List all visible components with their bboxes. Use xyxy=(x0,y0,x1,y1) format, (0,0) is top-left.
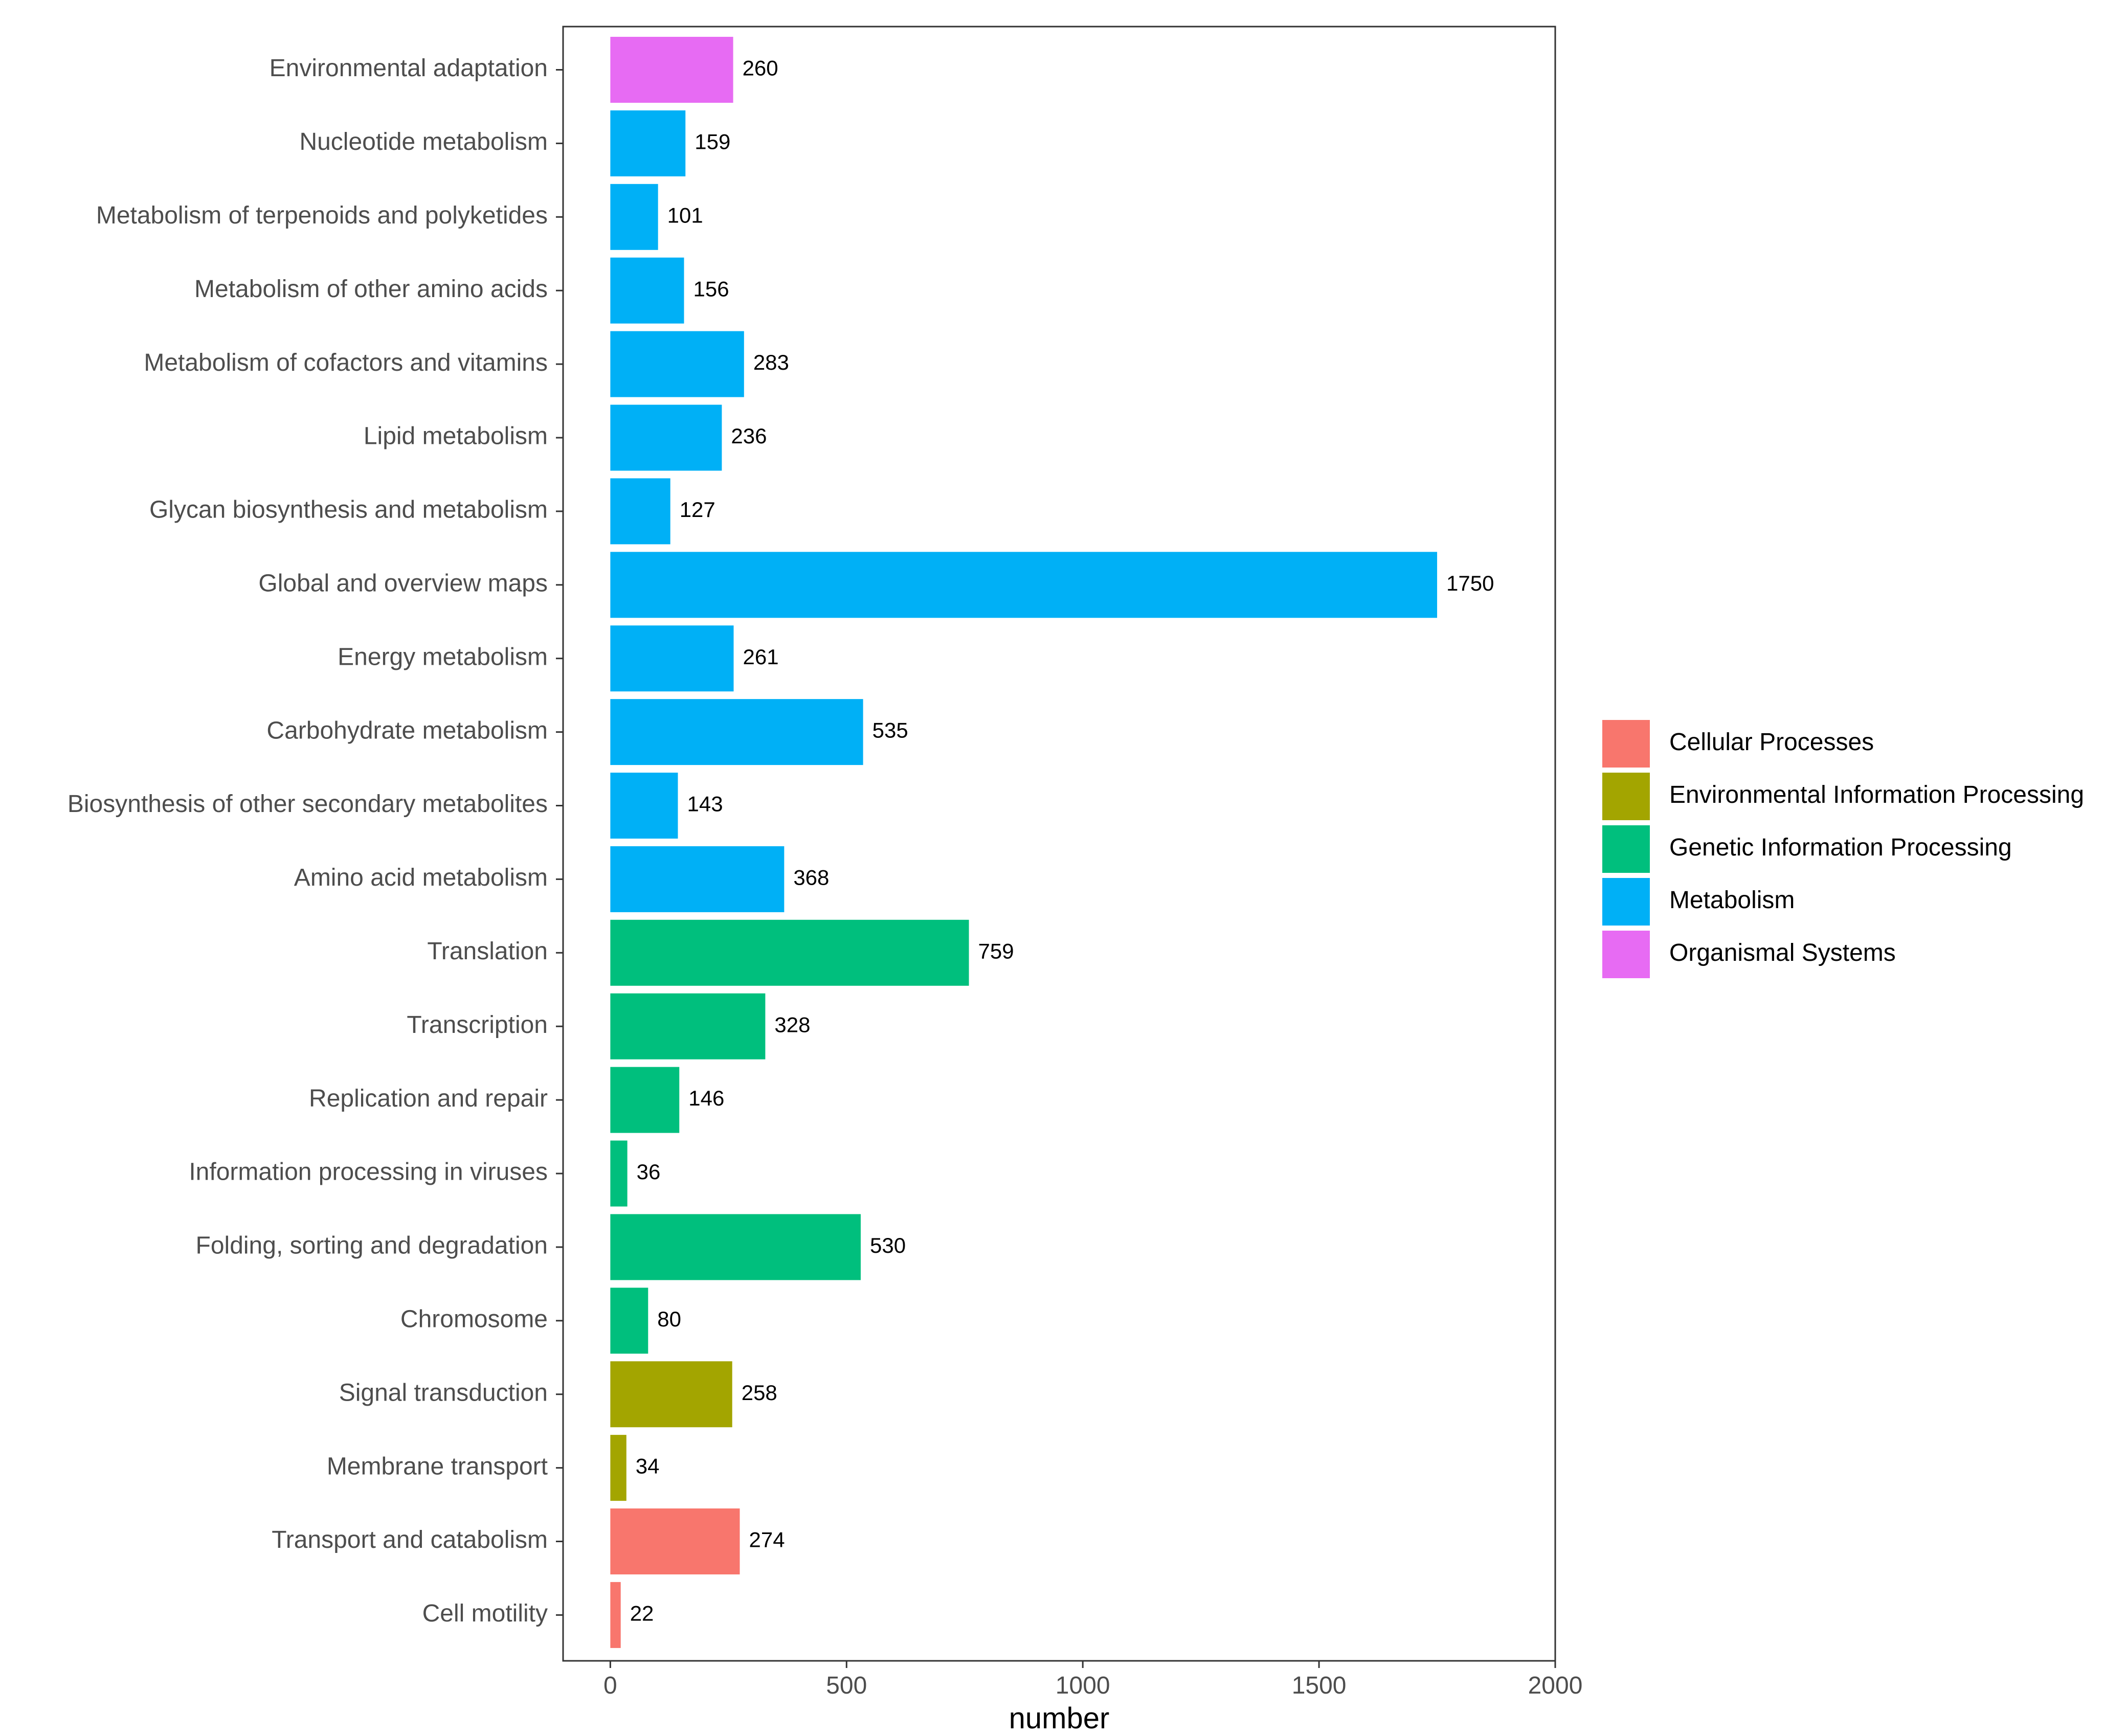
x-axis: 0 500 1000 1500 2000 xyxy=(603,1661,1582,1699)
legend-swatch xyxy=(1602,931,1650,978)
bar-value-label: 22 xyxy=(630,1601,654,1625)
bar xyxy=(610,1435,626,1501)
bar xyxy=(610,846,785,912)
bar-value-label: 260 xyxy=(743,56,778,80)
bar xyxy=(610,919,969,986)
x-axis-tick-label: 1500 xyxy=(1292,1672,1347,1699)
bar xyxy=(610,1288,648,1354)
y-axis-category-label: Translation xyxy=(427,938,548,965)
bar-value-label: 261 xyxy=(743,645,778,669)
bar-value-label: 143 xyxy=(687,792,723,816)
y-axis-category-label: Biosynthesis of other secondary metaboli… xyxy=(68,791,548,818)
legend-swatch xyxy=(1602,878,1650,926)
bar-value-label: 156 xyxy=(693,277,729,301)
x-axis-tick-label: 0 xyxy=(603,1672,617,1699)
bar xyxy=(610,110,686,176)
bar-value-label: 328 xyxy=(774,1012,810,1036)
bar xyxy=(610,1361,732,1428)
bar xyxy=(610,1214,861,1280)
y-axis-category-label: Metabolism of terpenoids and polyketides xyxy=(96,202,548,229)
bar xyxy=(610,625,734,692)
x-axis-tick-label: 500 xyxy=(826,1672,867,1699)
bar-value-label: 283 xyxy=(753,350,789,374)
y-axis-category-label: Nucleotide metabolism xyxy=(299,128,548,155)
bar xyxy=(610,404,722,471)
legend-swatch xyxy=(1602,773,1650,820)
y-axis-category-label: Information processing in viruses xyxy=(189,1159,548,1186)
y-axis-category-label: Replication and repair xyxy=(309,1085,548,1112)
bar xyxy=(610,1582,621,1648)
bar xyxy=(610,1140,628,1207)
bar-value-label: 236 xyxy=(731,424,767,448)
x-axis-tick-label: 1000 xyxy=(1056,1672,1110,1699)
y-axis-category-label: Membrane transport xyxy=(327,1453,548,1480)
y-axis-category-label: Glycan biosynthesis and metabolism xyxy=(149,497,548,524)
bar xyxy=(610,1067,680,1133)
x-axis-title: number xyxy=(1009,1702,1110,1735)
bar xyxy=(610,478,670,545)
y-axis-category-label: Environmental adaptation xyxy=(270,55,548,82)
x-axis-tick-label: 2000 xyxy=(1528,1672,1583,1699)
legend-label: Metabolism xyxy=(1669,887,1795,914)
bar-value-label: 535 xyxy=(872,718,908,742)
legend-label: Organismal Systems xyxy=(1669,939,1896,966)
y-axis-category-label: Global and overview maps xyxy=(258,570,548,597)
legend-label: Environmental Information Processing xyxy=(1669,781,2084,808)
legend-swatch xyxy=(1602,720,1650,768)
bar-value-label: 34 xyxy=(636,1454,660,1478)
bar xyxy=(610,1508,740,1574)
bar xyxy=(610,773,678,839)
bar xyxy=(610,331,744,397)
bars-layer xyxy=(610,37,1438,1648)
bar-value-label: 127 xyxy=(680,498,715,522)
y-axis-category-label: Lipid metabolism xyxy=(364,423,548,450)
bar-value-label: 80 xyxy=(657,1307,681,1331)
y-axis-category-label: Energy metabolism xyxy=(338,643,548,670)
bar-value-label: 146 xyxy=(688,1086,724,1110)
y-axis-category-label: Transcription xyxy=(407,1011,548,1039)
legend-label: Genetic Information Processing xyxy=(1669,834,2012,861)
legend-label: Cellular Processes xyxy=(1669,729,1874,756)
y-axis-category-label: Chromosome xyxy=(400,1305,548,1333)
y-axis-category-label: Metabolism of cofactors and vitamins xyxy=(144,349,548,376)
bar xyxy=(610,552,1438,618)
bar-value-label: 36 xyxy=(637,1160,661,1184)
y-axis-category-label: Carbohydrate metabolism xyxy=(266,717,548,744)
bar xyxy=(610,257,684,324)
bar-value-label: 530 xyxy=(870,1233,906,1257)
legend: Cellular Processes Environmental Informat… xyxy=(1602,720,2084,978)
y-axis-category-label: Amino acid metabolism xyxy=(294,864,548,891)
bar-value-label: 258 xyxy=(742,1381,777,1405)
bar-value-label: 159 xyxy=(695,129,730,153)
y-axis: Environmental adaptation Nucleotide metab… xyxy=(68,55,563,1627)
y-axis-category-label: Folding, sorting and degradation xyxy=(196,1232,548,1259)
y-axis-category-label: Signal transduction xyxy=(339,1379,548,1406)
bar-value-label: 759 xyxy=(978,939,1014,963)
y-axis-category-label: Metabolism of other amino acids xyxy=(194,276,548,303)
bar-value-label: 368 xyxy=(793,865,829,889)
bar-value-label: 101 xyxy=(667,203,703,227)
legend-swatch xyxy=(1602,825,1650,873)
bar xyxy=(610,993,766,1059)
value-labels-layer: 260 159 101 156 283 236 127 1750 261 535 143 368 759… xyxy=(630,56,1494,1626)
bar xyxy=(610,184,658,250)
bar xyxy=(610,37,733,103)
bar-value-label: 274 xyxy=(749,1528,785,1552)
y-axis-category-label: Cell motility xyxy=(422,1600,548,1627)
bar-value-label: 1750 xyxy=(1446,571,1494,595)
bar xyxy=(610,699,863,765)
y-axis-category-label: Transport and catabolism xyxy=(272,1526,548,1553)
